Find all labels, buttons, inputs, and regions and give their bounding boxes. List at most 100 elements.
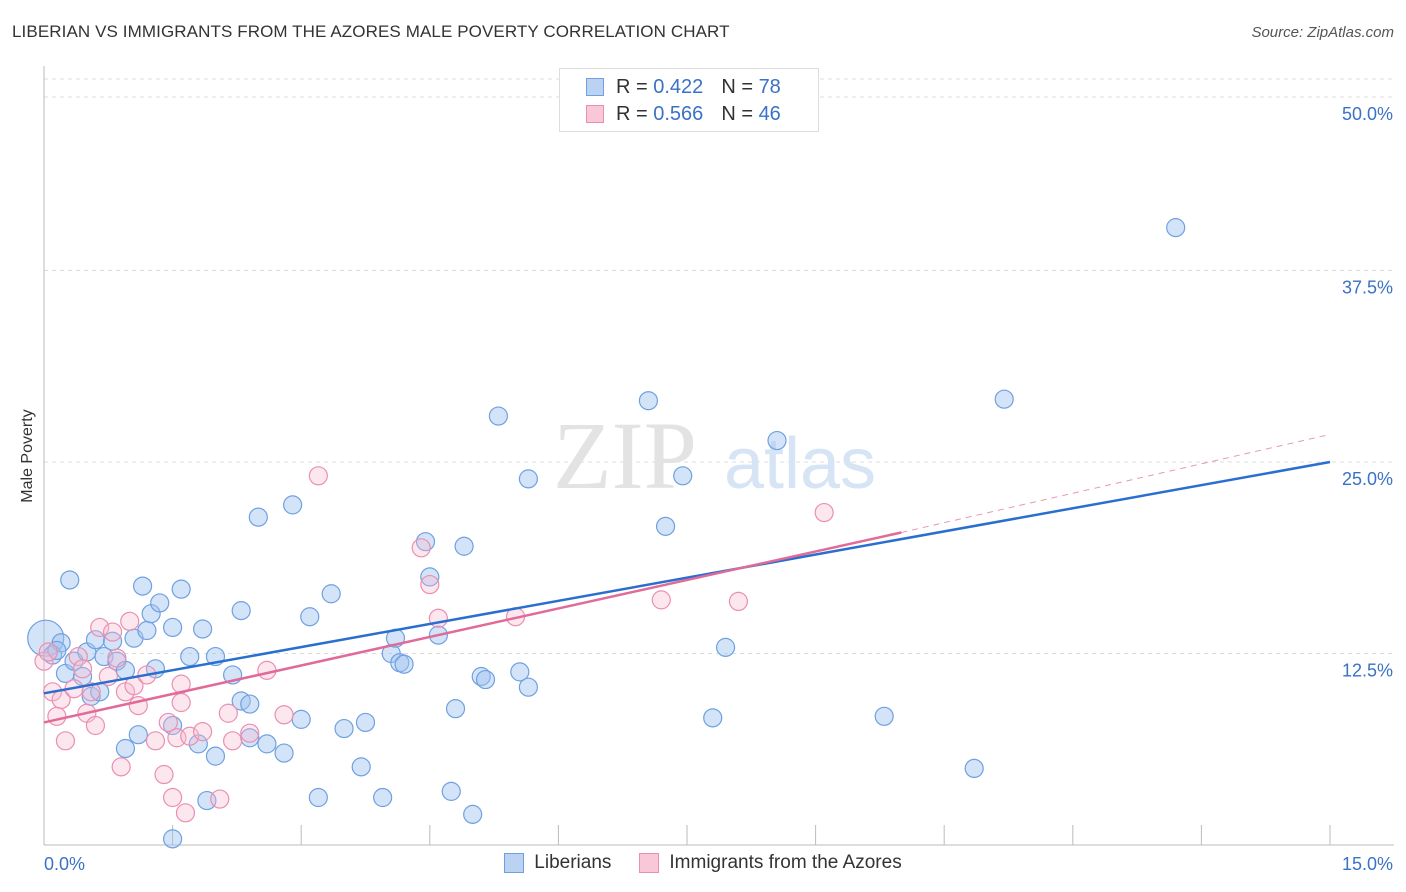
liberian-point — [703, 708, 723, 728]
liberian-point — [488, 406, 508, 426]
n-value: 46 — [758, 102, 781, 125]
azores-point — [154, 764, 174, 785]
liberian-point — [132, 576, 153, 596]
liberian-point — [248, 507, 268, 527]
liberian-point — [115, 738, 136, 759]
liberian-point — [163, 617, 183, 638]
trend-lines — [43, 433, 1331, 724]
gridlines — [44, 78, 1394, 654]
n-value: 78 — [758, 75, 781, 98]
liberian-point — [308, 787, 328, 808]
liberian-point — [205, 746, 226, 766]
liberian-point — [300, 607, 320, 627]
liberian-point — [180, 646, 200, 667]
liberian-point — [874, 706, 894, 726]
azores-point — [34, 651, 54, 671]
liberian-point — [441, 781, 461, 801]
liberian-point — [355, 712, 376, 733]
azores-point — [55, 731, 76, 751]
azores-legend-swatch — [639, 853, 660, 873]
legend-row-liberians: R = 0.422 N = 78 — [586, 74, 781, 100]
liberian-point — [283, 495, 303, 515]
azores-point — [38, 642, 58, 662]
liberian-point — [420, 567, 440, 587]
liberian-point — [767, 430, 787, 451]
azores-legend-label: Immigrants from the Azores — [669, 852, 902, 873]
liberian-point — [454, 536, 474, 556]
liberian-point — [715, 637, 736, 657]
liberian-point — [673, 466, 693, 486]
liberian-point — [60, 570, 80, 590]
liberian-point — [445, 699, 466, 719]
azores-point — [240, 723, 260, 743]
x-tick-label-max: 15.0% — [1342, 854, 1393, 874]
liberian-point — [638, 391, 659, 411]
liberian-point — [510, 662, 530, 682]
correlation-legend: R = 0.422 N = 78 R = 0.566 N = 46 — [559, 68, 819, 132]
r-value: 0.422 — [653, 75, 704, 98]
azores-points — [34, 466, 834, 823]
azores-point — [218, 703, 238, 723]
liberian-point — [321, 584, 341, 604]
liberian-point — [463, 804, 483, 824]
liberian-point — [655, 516, 676, 536]
series-legend: Liberians Immigrants from the Azores — [0, 852, 1406, 874]
liberians-legend-swatch — [504, 853, 525, 873]
y-tick-label: 37.5% — [1342, 278, 1393, 298]
liberian-point — [475, 669, 496, 690]
liberians-swatch — [586, 78, 604, 96]
azores-point — [90, 617, 110, 638]
azores-point — [163, 787, 183, 808]
legend-row-azores: R = 0.566 N = 46 — [586, 101, 781, 127]
azores-point — [308, 466, 328, 486]
liberian-point — [257, 734, 277, 754]
azores-point — [111, 757, 131, 777]
azores-trend-extension — [901, 433, 1331, 533]
y-tick-label: 25.0% — [1342, 469, 1393, 489]
liberian-point — [128, 725, 148, 745]
azores-point — [411, 538, 431, 558]
liberian-point — [137, 620, 157, 641]
r-value: 0.566 — [653, 102, 704, 125]
azores-point — [728, 591, 749, 612]
azores-point — [193, 722, 213, 742]
liberian-point — [231, 601, 251, 621]
legend-item-azores: Immigrants from the Azores — [639, 852, 902, 874]
chart-title: LIBERIAN VS IMMIGRANTS FROM THE AZORES M… — [12, 22, 730, 41]
liberian-point — [394, 654, 414, 674]
liberian-point — [518, 469, 538, 489]
azores-point — [102, 622, 123, 642]
liberian-point — [163, 829, 183, 849]
liberians-points — [27, 218, 1186, 849]
liberian-point — [150, 593, 170, 613]
azores-point — [158, 712, 178, 733]
liberians-trend-line — [43, 460, 1331, 695]
liberian-point — [274, 743, 294, 763]
liberian-point — [994, 389, 1014, 409]
azores-point — [420, 574, 440, 595]
azores-point — [72, 659, 93, 679]
r-label: R = — [616, 75, 648, 98]
azores-point — [814, 502, 834, 523]
azores-point — [68, 646, 88, 667]
azores-point — [651, 590, 671, 610]
watermark: ZIP atlas — [553, 402, 876, 509]
liberian-point — [27, 619, 65, 657]
azores-point — [120, 611, 140, 631]
n-label: N = — [721, 102, 753, 125]
azores-point — [171, 692, 191, 713]
n-label: N = — [721, 75, 753, 98]
x-tick-label-min: 0.0% — [44, 854, 85, 874]
azores-point — [180, 726, 200, 746]
y-tick-label: 50.0% — [1342, 104, 1393, 124]
azores-point — [107, 648, 127, 668]
azores-point — [223, 731, 243, 751]
liberians-legend-label: Liberians — [534, 852, 612, 873]
liberian-point — [373, 787, 393, 808]
azores-point — [81, 682, 101, 702]
azores-point — [145, 731, 166, 751]
legend-item-liberians: Liberians — [504, 852, 611, 874]
liberian-point — [518, 677, 538, 697]
source-credit: Source: ZipAtlas.com — [1251, 24, 1394, 41]
